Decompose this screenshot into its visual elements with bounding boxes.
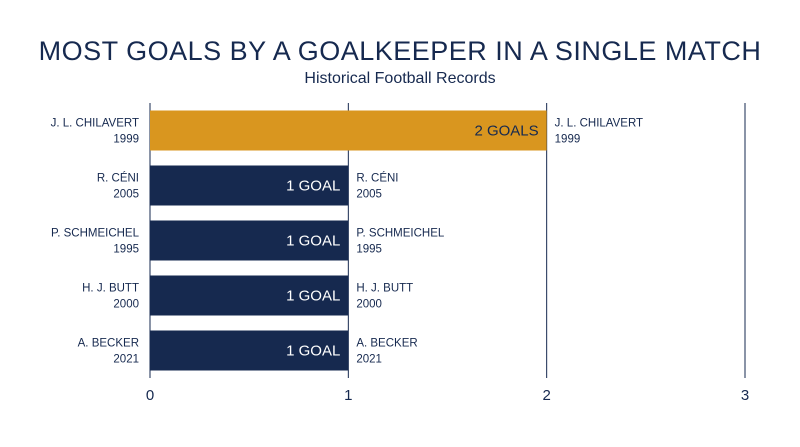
bar-end-name-4: A. BECKER [356, 338, 417, 350]
data-label-3: 1 GOAL [286, 288, 340, 305]
x-tick-label-2: 2 [542, 387, 550, 404]
data-label-4: 1 GOAL [286, 343, 340, 360]
bar-1 [150, 165, 349, 206]
category-year-1: 2005 [113, 189, 139, 201]
bar-end-year-3: 2000 [356, 299, 382, 311]
category-name-3: H. J. BUTT [82, 283, 139, 295]
bar-end-name-1: R. CÉNI [356, 172, 398, 185]
bar-end-year-4: 2021 [356, 354, 382, 366]
x-tick-label-1: 1 [344, 387, 352, 404]
bar-end-year-1: 2005 [356, 189, 382, 201]
chart-title: MOST GOALS BY A GOALKEEPER IN A SINGLE M… [38, 36, 762, 66]
x-tick-label-3: 3 [741, 387, 749, 404]
category-name-2: P. SCHMEICHEL [51, 228, 140, 240]
category-name-4: A. BECKER [78, 338, 139, 350]
bar-end-year-0: 1999 [555, 134, 581, 146]
category-year-3: 2000 [113, 299, 139, 311]
category-year-2: 1995 [113, 244, 139, 256]
category-year-4: 2021 [113, 354, 139, 366]
category-name-0: J. L. CHILAVERT [51, 118, 139, 130]
category-name-1: R. CÉNI [97, 172, 139, 185]
bar-end-name-0: J. L. CHILAVERT [555, 118, 643, 130]
bar-end-name-3: H. J. BUTT [356, 283, 413, 295]
bar-end-name-2: P. SCHMEICHEL [356, 228, 445, 240]
chart-subtitle: Historical Football Records [304, 70, 496, 87]
data-label-2: 1 GOAL [286, 233, 340, 250]
category-year-0: 1999 [113, 134, 139, 146]
bar-2 [150, 220, 349, 261]
bar-3 [150, 275, 349, 316]
data-label-1: 1 GOAL [286, 178, 340, 195]
bar-end-year-2: 1995 [356, 244, 382, 256]
data-label-0: 2 GOALS [474, 123, 538, 140]
bar-0 [150, 110, 547, 151]
x-tick-label-0: 0 [146, 387, 154, 404]
bar-4 [150, 330, 349, 371]
